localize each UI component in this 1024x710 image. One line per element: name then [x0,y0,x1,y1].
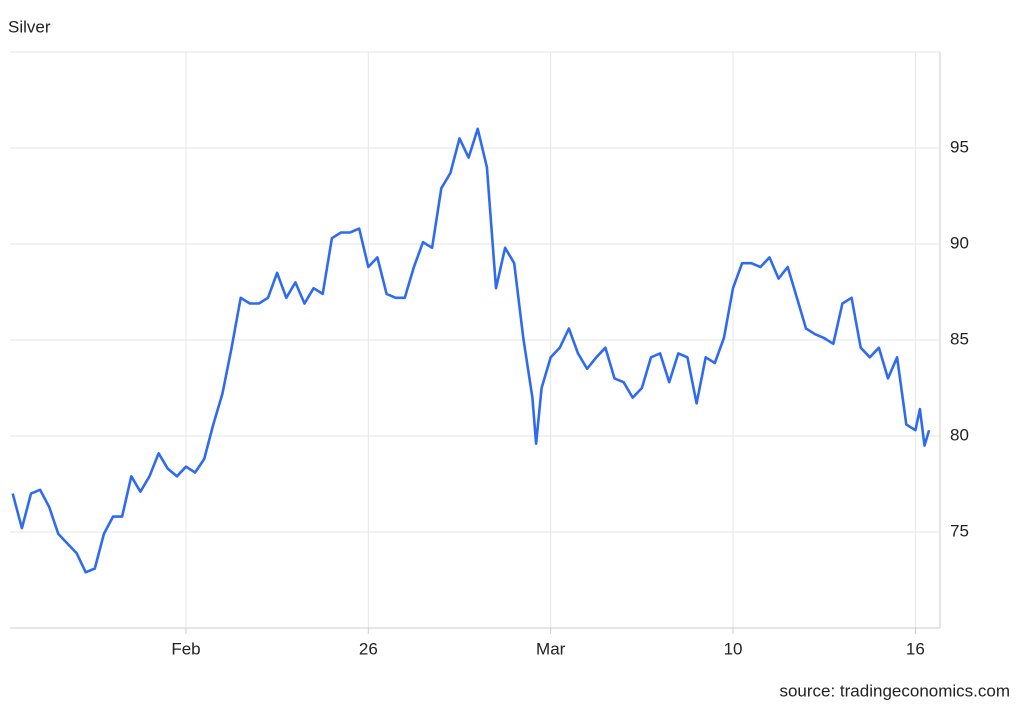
x-tick-label: 26 [359,639,378,658]
chart-title: Silver [8,17,51,36]
series-line [11,127,931,574]
y-tick-label: 95 [950,137,969,156]
y-tick-label: 90 [950,233,969,252]
x-tick-label: Mar [536,639,566,658]
source: source: tradingeconomics.com [779,681,1010,700]
x-tick-label: Feb [171,639,200,658]
x-tick-label: 10 [724,639,743,658]
y-tick-label: 85 [950,329,969,348]
x-tick-label: 16 [906,639,925,658]
y-tick-label: 75 [950,521,969,540]
y-tick-label: 80 [950,425,969,444]
